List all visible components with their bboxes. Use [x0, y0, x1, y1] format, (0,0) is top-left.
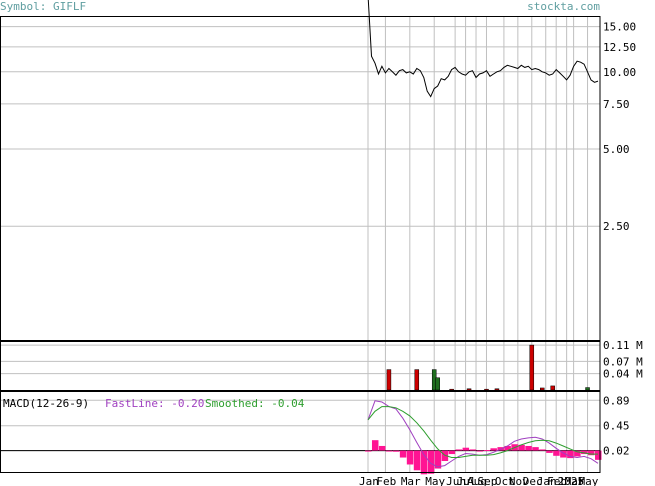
macd-histogram-bar: [448, 450, 456, 455]
macd-histogram-bar: [420, 450, 428, 475]
x-tick-label: Aug: [467, 475, 487, 486]
volume-bar: [466, 388, 472, 391]
x-tick-label: Dec: [523, 475, 543, 486]
macd-histogram-bar: [546, 450, 553, 453]
price-tick-label: 10.00: [603, 66, 636, 79]
site-label: stockta.com: [527, 0, 600, 13]
volume-bar: [539, 387, 545, 391]
fastline-label: FastLine: -0.20: [105, 397, 205, 410]
macd-histogram-bar: [434, 450, 442, 469]
macd-histogram-bar: [441, 450, 449, 462]
macd-histogram-bar: [553, 450, 560, 456]
volume-bar: [386, 369, 392, 391]
macd-histogram-bar: [539, 449, 546, 451]
x-tick-label: 2025: [558, 475, 585, 486]
macd-histogram-bar: [532, 447, 539, 451]
smoothed-label: Smoothed: -0.04: [205, 397, 305, 410]
x-tick-label: Feb: [376, 475, 396, 486]
price-tick-label: 5.00: [603, 143, 630, 156]
volume-bar: [529, 344, 535, 391]
volume-bar: [494, 388, 500, 391]
volume-tick-label: 0.04 M: [603, 368, 643, 381]
macd-histogram-bar: [455, 449, 463, 451]
macd-histogram-bar: [462, 447, 470, 451]
macd-tick-label: 0.89: [603, 394, 630, 407]
volume-bar: [414, 369, 420, 391]
macd-tick-label: 0.02: [603, 445, 630, 458]
volume-bar: [585, 387, 590, 391]
macd-histogram-bar: [385, 450, 393, 452]
smoothed-line: [367, 406, 598, 458]
x-tick-label: Jan: [537, 475, 557, 486]
macd-histogram-bar: [469, 449, 477, 451]
volume-tick-label: 0.07 M: [603, 355, 643, 368]
macd-histogram-bar: [504, 445, 511, 451]
volume-bar: [550, 385, 555, 391]
price-tick-label: 2.50: [603, 220, 630, 233]
panel-border: [0, 341, 601, 391]
panel-border: [0, 391, 601, 473]
price-line: [367, 0, 599, 98]
price-tick-label: 15.00: [603, 21, 636, 34]
macd-histogram-bar: [392, 450, 400, 452]
x-tick-label: Jan: [359, 475, 379, 486]
x-tick-label: Sep: [477, 475, 497, 486]
volume-tick-label: 0.11 M: [603, 339, 643, 352]
symbol-label: Symbol: GIFLF: [0, 0, 87, 13]
macd-histogram-bar: [525, 445, 532, 451]
macd-histogram-bar: [413, 450, 421, 471]
macd-histogram-bar: [378, 445, 386, 451]
x-tick-label: May: [425, 475, 445, 486]
price-tick-label: 12.50: [603, 41, 636, 54]
macd-histogram-bar: [365, 450, 372, 452]
macd-histogram-bar: [427, 450, 435, 474]
macd-histogram-bar: [560, 450, 567, 458]
macd-histogram-bar: [567, 450, 574, 459]
x-tick-label: Jun: [446, 475, 466, 486]
macd-histogram-bar: [518, 444, 525, 451]
macd-histogram-bar: [588, 450, 595, 456]
macd-histogram-bar: [371, 440, 379, 451]
x-tick-label: Oct: [495, 475, 515, 486]
macd-histogram-bar: [399, 450, 407, 458]
x-tick-label: Mar: [401, 475, 421, 486]
x-tick-label: Nov: [509, 475, 529, 486]
x-tick-label: May: [579, 475, 599, 486]
x-tick-label: Mar: [565, 475, 585, 486]
macd-title: MACD(12-26-9): [3, 397, 90, 410]
macd-histogram-bar: [406, 450, 414, 465]
x-tick-label: Feb: [547, 475, 567, 486]
panel-border: [0, 16, 601, 341]
price-tick-label: 7.50: [603, 98, 630, 111]
macd-histogram-bar: [574, 450, 581, 457]
macd-histogram-bar: [490, 448, 497, 451]
macd-histogram-bar: [483, 450, 490, 452]
macd-tick-label: 0.45: [603, 420, 630, 433]
x-tick-label: Jul: [457, 475, 477, 486]
macd-histogram-bar: [476, 450, 484, 452]
volume-bar: [435, 377, 440, 391]
macd-histogram-bar: [581, 450, 588, 455]
macd-histogram-bar: [595, 450, 602, 460]
